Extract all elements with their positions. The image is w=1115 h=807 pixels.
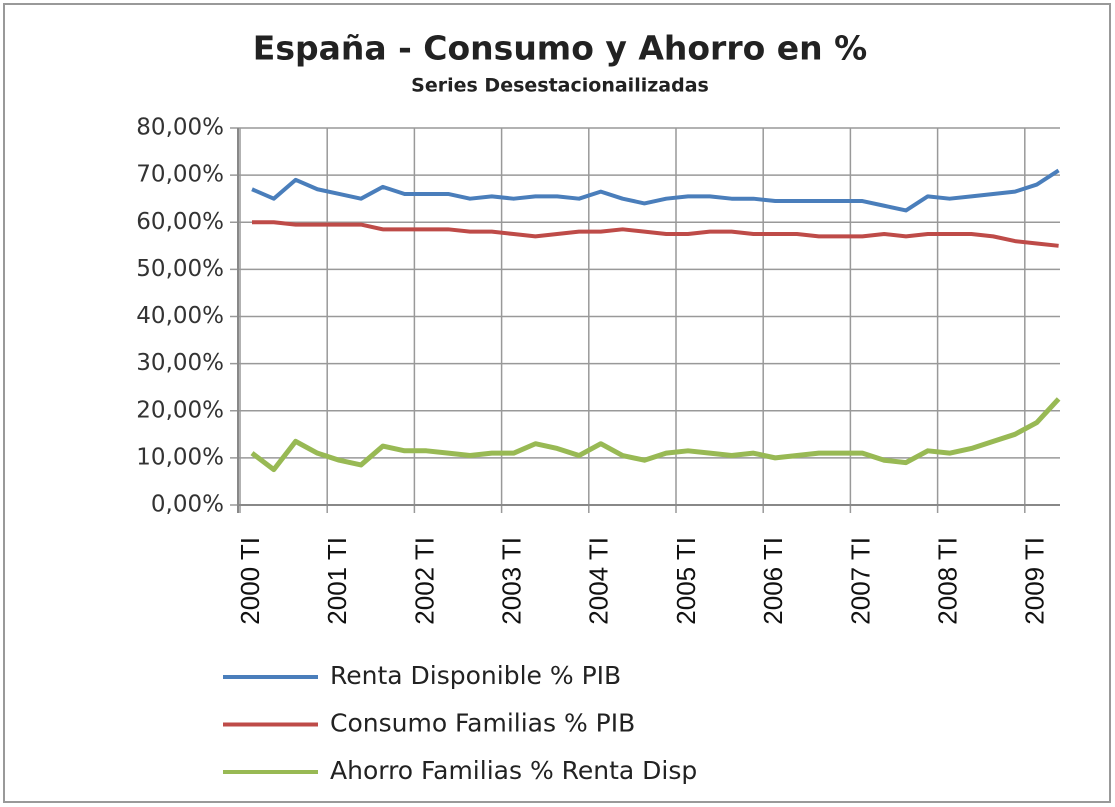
x-tick-label: 2004 TI bbox=[584, 537, 614, 625]
x-tick-label: 2000 TI bbox=[235, 537, 265, 625]
line-series bbox=[251, 168, 1060, 213]
chart-title: España - Consumo y Ahorro en % bbox=[253, 29, 867, 68]
chart-frame bbox=[3, 3, 1111, 803]
legend-label: Consumo Familias % PIB bbox=[330, 709, 635, 738]
line-series bbox=[252, 220, 1059, 248]
y-tick-label: 30,00% bbox=[136, 350, 224, 376]
legend-label: Renta Disponible % PIB bbox=[330, 661, 621, 690]
x-tick-label: 2007 TI bbox=[845, 537, 875, 625]
y-tick-label: 40,00% bbox=[136, 303, 224, 329]
x-tick-label: 2003 TI bbox=[496, 537, 526, 625]
y-tick-label: 70,00% bbox=[136, 162, 224, 188]
x-tick-label: 2001 TI bbox=[322, 537, 352, 625]
x-tick-label: 2009 TI bbox=[1020, 537, 1050, 625]
x-tick-label: 2005 TI bbox=[671, 537, 701, 625]
y-tick-label: 10,00% bbox=[136, 444, 224, 470]
x-tick-label: 2008 TI bbox=[932, 537, 962, 625]
x-tick-label: 2006 TI bbox=[758, 537, 788, 625]
line-series bbox=[250, 397, 1061, 473]
y-tick-label: 60,00% bbox=[136, 209, 224, 235]
x-tick-label: 2002 TI bbox=[409, 537, 439, 625]
chart-subtitle: Series Desestacionailizadas bbox=[411, 75, 709, 97]
y-tick-label: 80,00% bbox=[136, 115, 224, 141]
y-tick-label: 0,00% bbox=[151, 492, 224, 518]
y-tick-label: 20,00% bbox=[136, 397, 224, 423]
legend-label: Ahorro Familias % Renta Disp bbox=[330, 756, 697, 785]
y-tick-label: 50,00% bbox=[136, 256, 224, 282]
